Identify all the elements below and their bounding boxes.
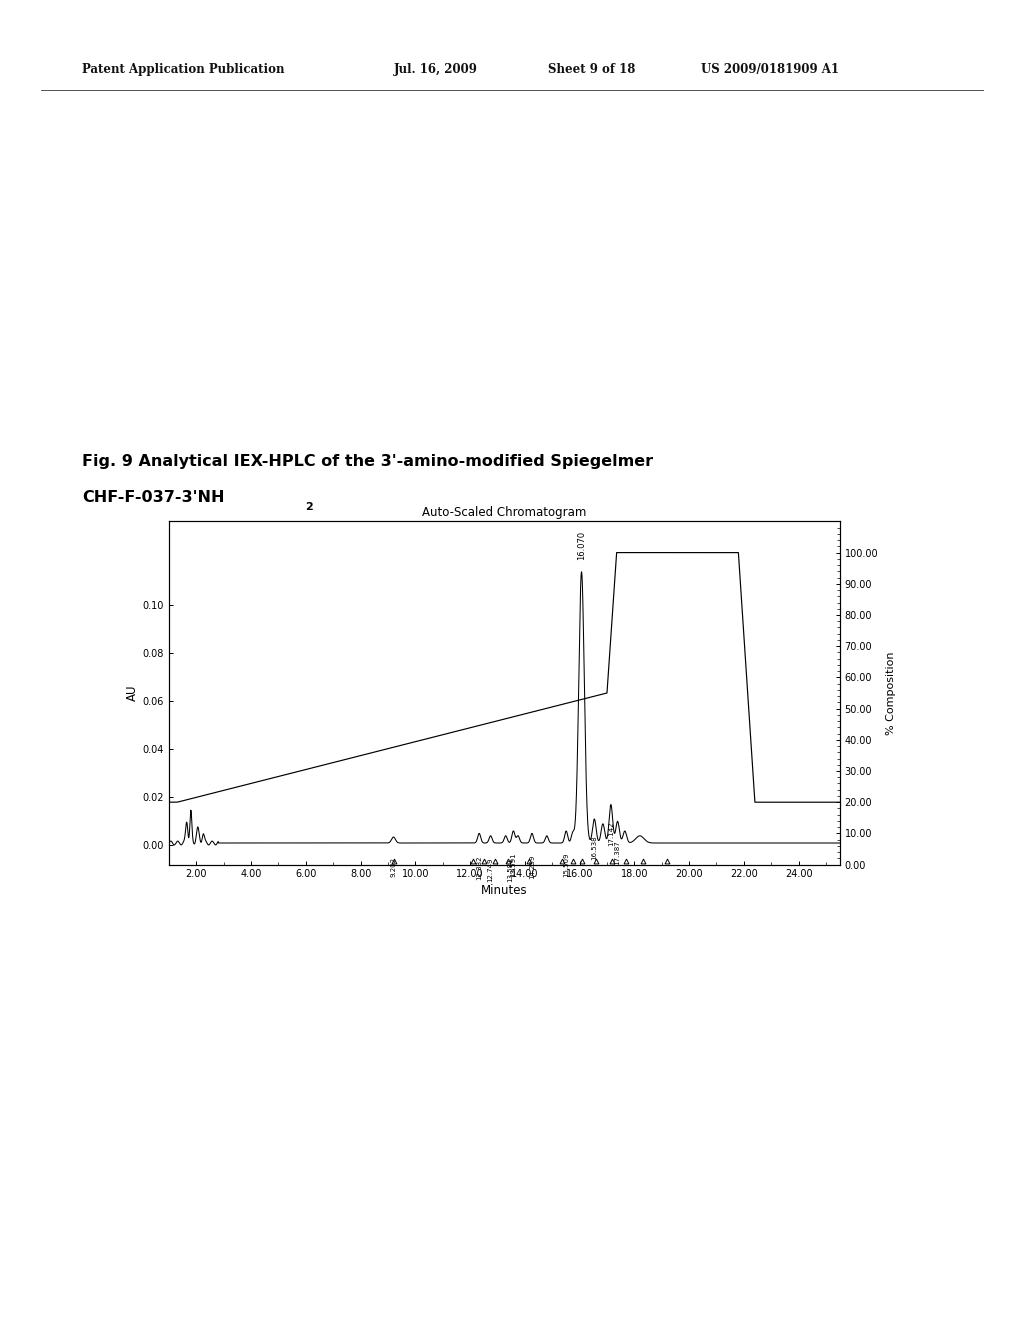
Text: Fig. 9 Analytical IEX-HPLC of the 3'-amino-modified Spiegelmer: Fig. 9 Analytical IEX-HPLC of the 3'-ami…: [82, 454, 653, 469]
Text: 16.070: 16.070: [577, 531, 586, 560]
Text: 12.749: 12.749: [487, 858, 494, 882]
Y-axis label: AU: AU: [125, 685, 138, 701]
Text: Jul. 16, 2009: Jul. 16, 2009: [394, 63, 478, 77]
Text: US 2009/0181909 A1: US 2009/0181909 A1: [701, 63, 840, 77]
Text: 13.591: 13.591: [510, 853, 516, 878]
Text: 17.387: 17.387: [614, 841, 621, 866]
X-axis label: Minutes: Minutes: [481, 883, 527, 896]
Text: 12.332: 12.332: [476, 855, 482, 879]
Text: 16.538: 16.538: [591, 836, 597, 861]
Text: Patent Application Publication: Patent Application Publication: [82, 63, 285, 77]
Text: 13.581: 13.581: [507, 858, 513, 882]
Text: 17.142: 17.142: [608, 821, 613, 846]
Text: 9.202: 9.202: [390, 858, 396, 878]
Text: Sheet 9 of 18: Sheet 9 of 18: [548, 63, 635, 77]
Text: 2: 2: [305, 502, 313, 512]
Title: Auto-Scaled Chromatogram: Auto-Scaled Chromatogram: [422, 506, 587, 519]
Text: CHF-F-037-3'NH: CHF-F-037-3'NH: [82, 490, 224, 504]
Text: 14.259: 14.259: [529, 855, 535, 879]
Text: 15.509: 15.509: [563, 853, 569, 876]
Y-axis label: % Composition: % Composition: [887, 651, 896, 735]
